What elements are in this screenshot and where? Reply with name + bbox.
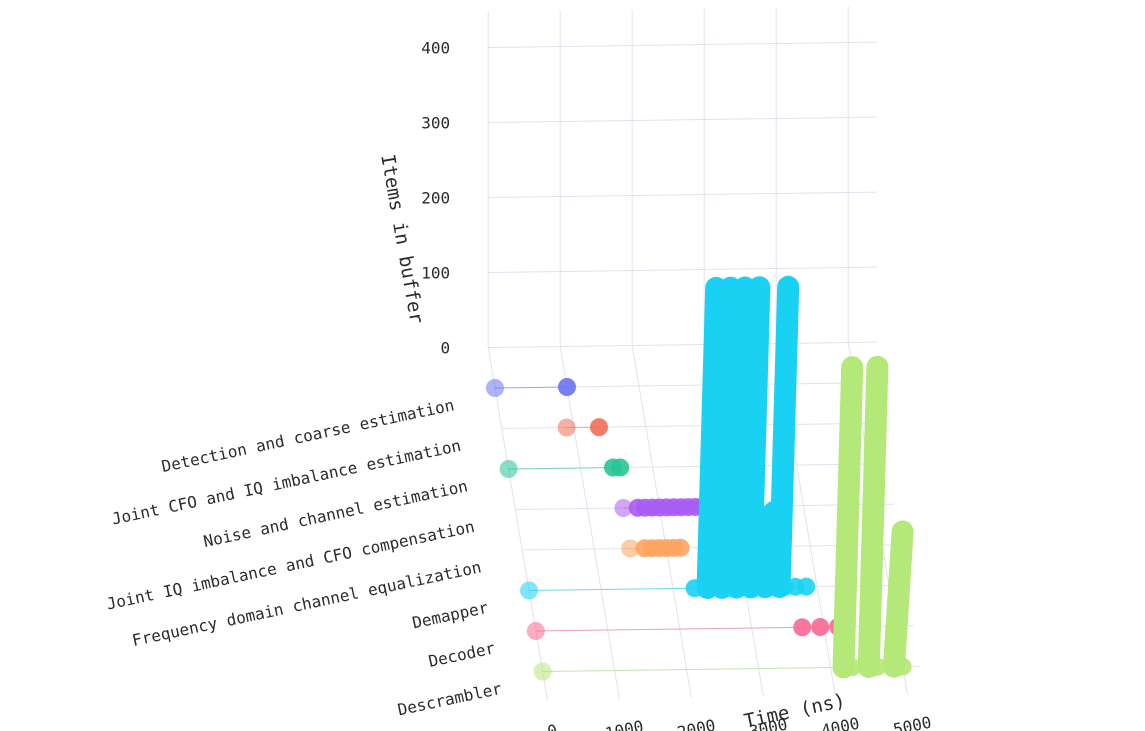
category-tick-label: Descrambler bbox=[396, 679, 504, 720]
z-wall-gridline bbox=[488, 41, 878, 48]
series-connector-line bbox=[535, 626, 839, 632]
data-point[interactable] bbox=[893, 657, 912, 676]
category-tick-label: Demapper bbox=[411, 598, 491, 633]
data-point[interactable] bbox=[526, 622, 545, 640]
data-bar-mark[interactable] bbox=[739, 276, 771, 599]
series-connector-line bbox=[494, 386, 568, 389]
data-point[interactable] bbox=[868, 657, 887, 676]
x-tick-label: 0 bbox=[546, 721, 559, 731]
data-point[interactable] bbox=[843, 658, 862, 677]
data-point[interactable] bbox=[558, 378, 576, 396]
data-point[interactable] bbox=[499, 460, 518, 478]
z-tick-label: 300 bbox=[421, 114, 450, 133]
data-bar-mark[interactable] bbox=[710, 276, 742, 599]
x-tick-label: 2000 bbox=[676, 716, 718, 731]
x-floor-gridline bbox=[559, 346, 620, 699]
data-point[interactable] bbox=[486, 379, 504, 397]
data-bar-mark[interactable] bbox=[696, 276, 728, 600]
z-wall-gridline bbox=[488, 191, 878, 198]
data-bar-mark[interactable] bbox=[882, 520, 914, 678]
data-point[interactable] bbox=[533, 662, 552, 681]
data-marks bbox=[486, 275, 914, 681]
z-tick-label: 400 bbox=[421, 39, 450, 58]
z-tick-label: 200 bbox=[421, 189, 450, 208]
z-wall-gridline bbox=[488, 266, 878, 273]
series-connector-line bbox=[508, 466, 621, 470]
x-tick-label: 4000 bbox=[820, 714, 862, 731]
data-point[interactable] bbox=[621, 539, 640, 558]
data-point[interactable] bbox=[557, 418, 576, 437]
x-floor-gridline bbox=[487, 347, 548, 700]
z-wall-gridline bbox=[488, 116, 878, 123]
data-point[interactable] bbox=[793, 618, 812, 637]
z-tick-label: 100 bbox=[421, 264, 450, 283]
data-bar-mark[interactable] bbox=[832, 356, 864, 679]
data-point[interactable] bbox=[671, 538, 690, 557]
data-point[interactable] bbox=[811, 618, 830, 637]
data-point[interactable] bbox=[797, 577, 816, 596]
data-point[interactable] bbox=[611, 458, 630, 477]
data-bar-mark[interactable] bbox=[857, 355, 889, 678]
z-wall-gridline bbox=[488, 341, 878, 348]
z-tick-label: 0 bbox=[441, 339, 451, 358]
category-tick-label: Decoder bbox=[427, 638, 497, 671]
data-bar-mark[interactable] bbox=[725, 276, 756, 599]
x-floor-gridline bbox=[631, 345, 692, 698]
z-axis-title: Items in buffer bbox=[376, 153, 427, 326]
data-point[interactable] bbox=[520, 581, 538, 600]
data-bar-mark[interactable] bbox=[768, 275, 800, 599]
x-tick-label: 5000 bbox=[892, 713, 934, 731]
x-tick-label: 1000 bbox=[604, 717, 646, 731]
data-point[interactable] bbox=[590, 418, 608, 437]
data-point[interactable] bbox=[614, 499, 633, 517]
data-point[interactable] bbox=[696, 579, 715, 598]
